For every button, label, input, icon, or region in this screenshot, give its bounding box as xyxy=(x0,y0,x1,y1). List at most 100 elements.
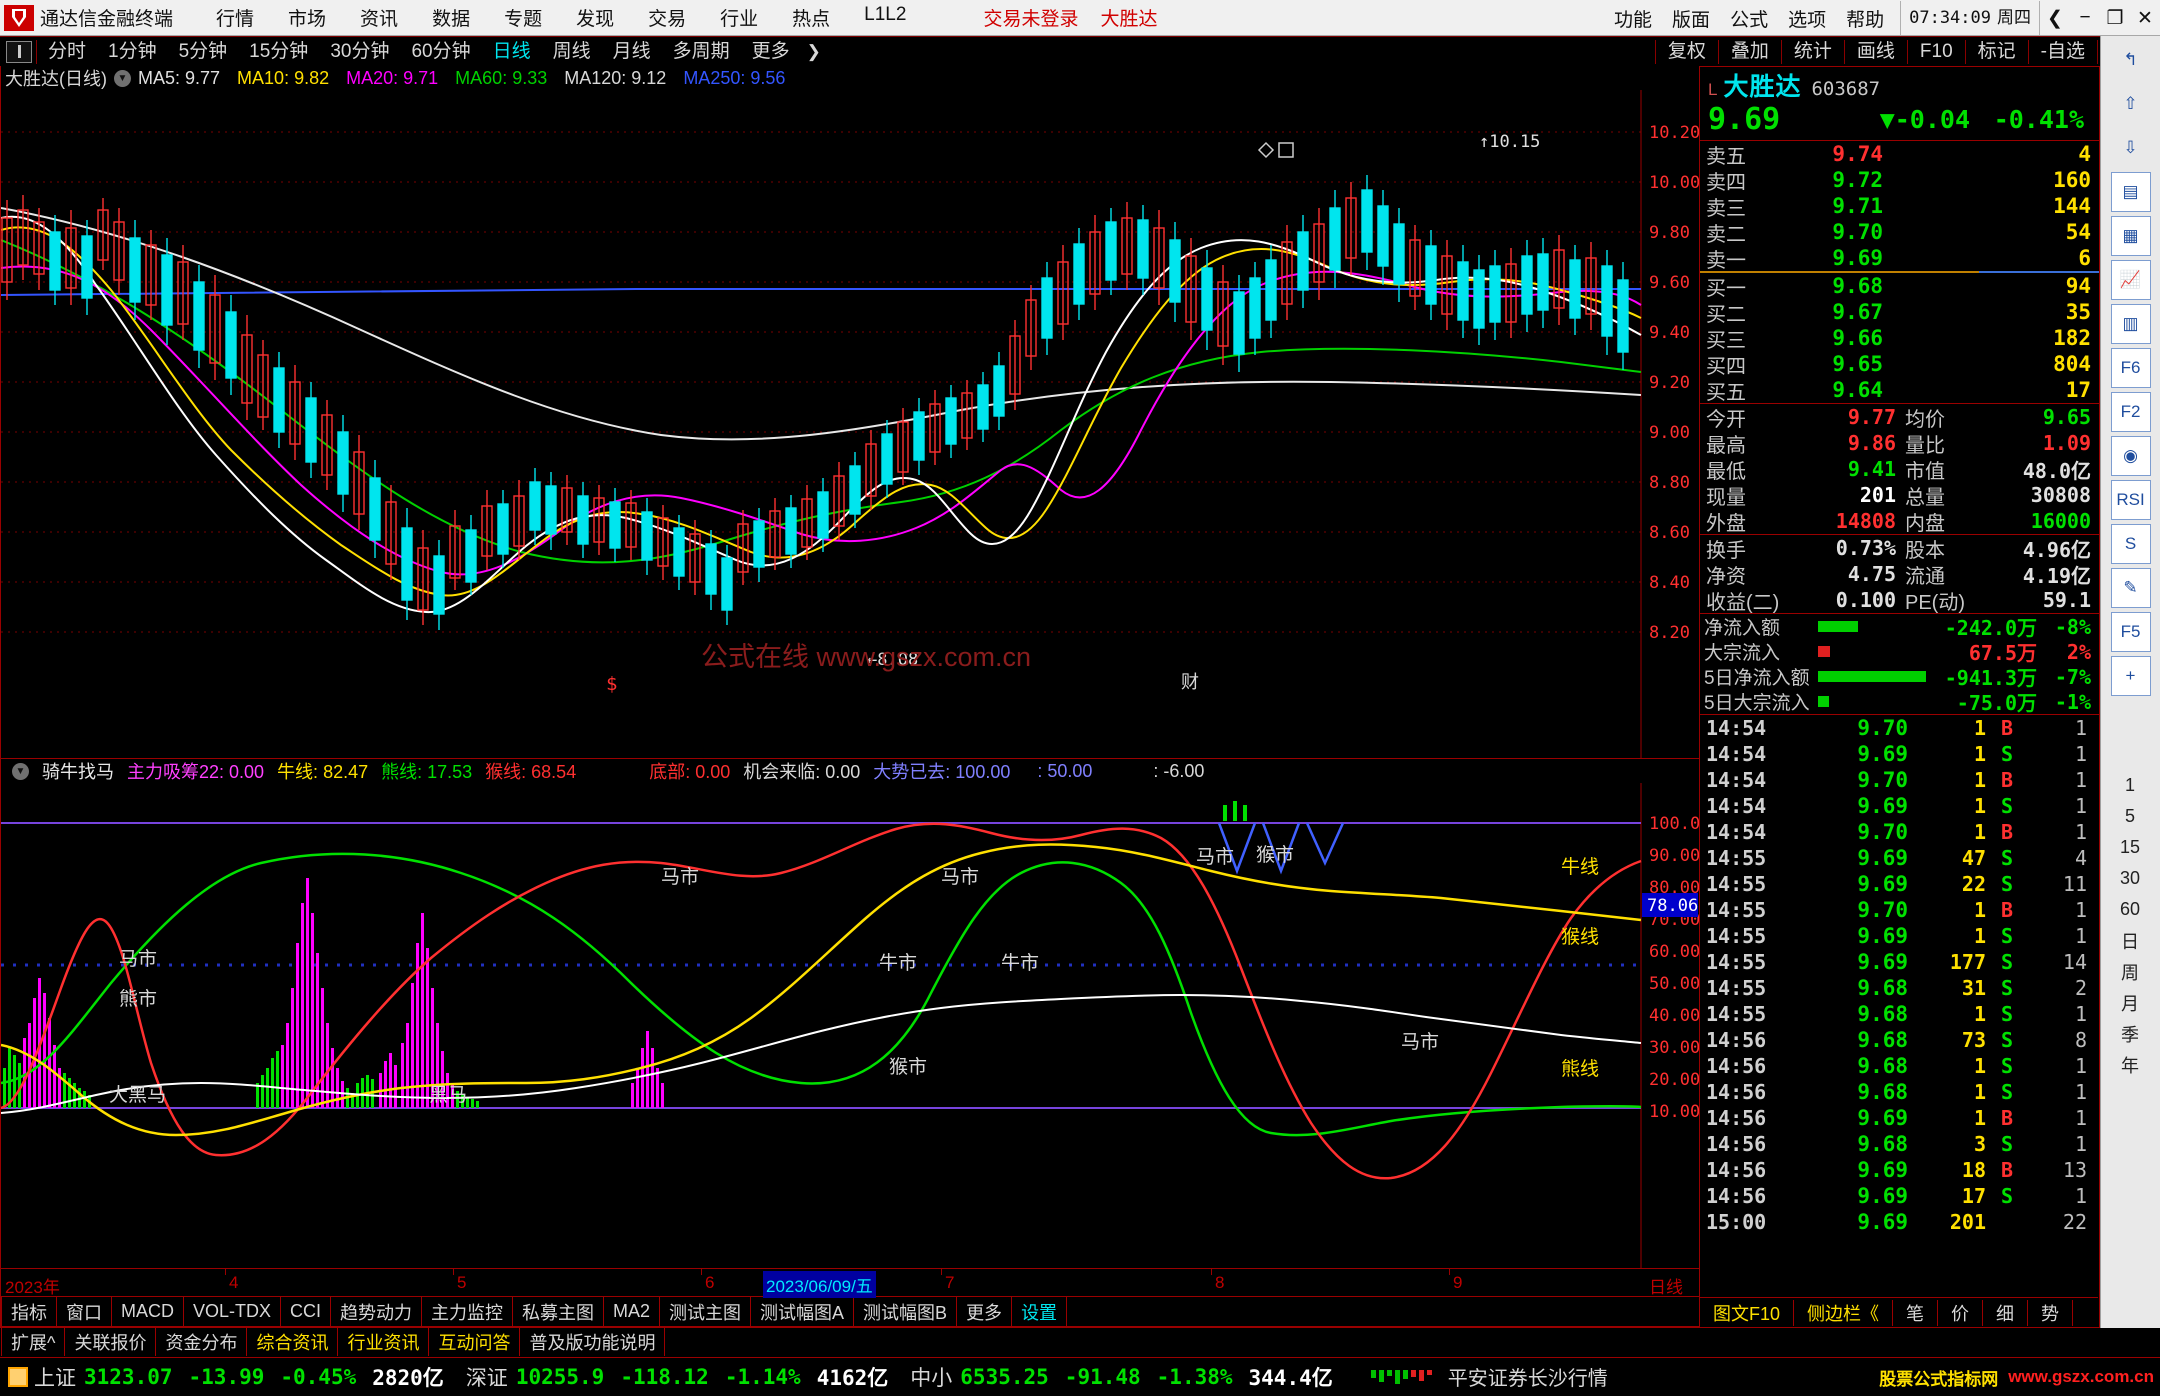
restore-button[interactable]: ❐ xyxy=(2106,7,2124,29)
indicator-chevron-down-icon[interactable]: ▼ xyxy=(12,762,29,780)
close-button[interactable]: ✕ xyxy=(2137,7,2153,29)
plus-icon[interactable]: + xyxy=(2110,656,2151,696)
tab-simuzhutu[interactable]: 私募主图 xyxy=(513,1297,605,1326)
tool-diejia[interactable]: 叠加 xyxy=(1730,41,1769,62)
tab-hudongwenda[interactable]: 互动问答 xyxy=(429,1327,521,1356)
up-arrow-icon[interactable]: ⇧ xyxy=(2123,94,2138,113)
index-sh-name[interactable]: 上证 xyxy=(34,1366,76,1390)
period-weekly[interactable]: 周线 xyxy=(552,40,591,62)
s-icon[interactable]: S xyxy=(2110,524,2151,564)
index-sz-name[interactable]: 深证 xyxy=(465,1366,508,1390)
collapse-button[interactable]: ❮ xyxy=(2047,7,2063,29)
tab-ceshifututb[interactable]: 测试幅图B xyxy=(854,1297,958,1326)
rail-num-15[interactable]: 15 xyxy=(2119,837,2141,857)
rail-period-month[interactable]: 月 xyxy=(2121,993,2139,1014)
tool-zixuan[interactable]: -自选 xyxy=(2040,41,2085,62)
period-1min[interactable]: 1分钟 xyxy=(108,40,157,62)
bid-level-3[interactable]: 买三 9.66 182 xyxy=(1700,325,2099,352)
period-more[interactable]: 更多 xyxy=(751,40,790,62)
tab-zhulijiankong[interactable]: 主力监控 xyxy=(422,1297,514,1326)
menu-item-bangzhu[interactable]: 帮助 xyxy=(1846,9,1885,31)
ask-level-1[interactable]: 卖一 9.69 6 xyxy=(1700,245,2099,272)
rail-num-1[interactable]: 1 xyxy=(2124,775,2135,795)
menu-item-xuanxiang[interactable]: 选项 xyxy=(1788,9,1827,31)
tab-xi[interactable]: 细 xyxy=(1983,1299,2029,1326)
ask-level-4[interactable]: 卖四 9.72 160 xyxy=(1700,167,2099,194)
ask-level-2[interactable]: 卖二 9.70 54 xyxy=(1700,219,2099,246)
tool-fuquan[interactable]: 复权 xyxy=(1667,41,1706,62)
tab-macd[interactable]: MACD xyxy=(112,1297,184,1326)
rail-period-week[interactable]: 周 xyxy=(2121,962,2139,983)
back-arrow-icon[interactable]: ↰ xyxy=(2123,50,2138,69)
tab-cci[interactable]: CCI xyxy=(281,1297,332,1326)
tick-list[interactable]: 14:54 9.70 1 B 1 14:54 9.69 1 S 1 14:54 9.70 1 B 1 1… xyxy=(1700,714,2099,1235)
menu-item-gongneng[interactable]: 功能 xyxy=(1614,9,1653,31)
period-fenshi[interactable]: 分时 xyxy=(48,40,87,62)
tool-huaxian[interactable]: 画线 xyxy=(1856,41,1895,62)
down-arrow-icon[interactable]: ⇩ xyxy=(2123,138,2138,157)
status-app-icon[interactable] xyxy=(8,1366,28,1387)
settings-icon[interactable]: ◉ xyxy=(2110,436,2151,476)
candlestick-chart[interactable]: 10.20 10.00 9.80 9.60 9.40 9.20 9.00 8.8… xyxy=(1,90,1699,758)
tab-f10[interactable]: 图文F10 xyxy=(1700,1299,1795,1326)
layout-icon[interactable] xyxy=(6,40,32,63)
chevron-down-icon[interactable]: ▼ xyxy=(114,69,131,87)
menu-item-shichang[interactable]: 市场 xyxy=(288,9,327,30)
rail-period-day[interactable]: 日 xyxy=(2121,931,2139,952)
tab-gengduo[interactable]: 更多 xyxy=(957,1297,1013,1326)
grid-icon[interactable]: ▦ xyxy=(2110,216,2151,256)
rail-num-5[interactable]: 5 xyxy=(2124,806,2135,826)
period-30min[interactable]: 30分钟 xyxy=(330,40,390,62)
ask-level-3[interactable]: 卖三 9.71 144 xyxy=(1700,193,2099,220)
index-zx-name[interactable]: 中小 xyxy=(910,1366,953,1390)
tool-tongji[interactable]: 统计 xyxy=(1793,41,1832,62)
menu-item-zixun[interactable]: 资讯 xyxy=(360,9,399,30)
period-60min[interactable]: 60分钟 xyxy=(411,40,471,62)
tab-ceshifututa[interactable]: 测试幅图A xyxy=(751,1297,855,1326)
menu-item-banmian[interactable]: 版面 xyxy=(1672,9,1711,31)
bid-level-4[interactable]: 买四 9.65 804 xyxy=(1700,351,2099,378)
tab-pujiban[interactable]: 普及版功能说明 xyxy=(520,1327,666,1356)
tab-shezhi[interactable]: 设置 xyxy=(1012,1297,1068,1326)
rsi-icon[interactable]: RSI xyxy=(2110,480,2151,520)
tab-sidebar[interactable]: 侧边栏《 xyxy=(1794,1299,1894,1326)
chart-icon[interactable]: 📈 xyxy=(2110,260,2151,300)
tab-guanlianbaojia[interactable]: 关联报价 xyxy=(65,1327,157,1356)
rail-num-60[interactable]: 60 xyxy=(2119,899,2141,919)
candle-icon[interactable]: ▥ xyxy=(2110,304,2151,344)
tab-chuangkou[interactable]: 窗口 xyxy=(57,1297,112,1326)
tab-shi[interactable]: 势 xyxy=(2028,1299,2074,1326)
tab-ceshizhutu[interactable]: 测试主图 xyxy=(660,1297,752,1326)
tab-zonghezixun[interactable]: 综合资讯 xyxy=(247,1327,339,1356)
rail-num-30[interactable]: 30 xyxy=(2119,868,2141,888)
trade-login-status[interactable]: 交易未登录 xyxy=(983,9,1079,30)
menu-item-hangqing[interactable]: 行情 xyxy=(216,9,255,30)
tab-qushidongli[interactable]: 趋势动力 xyxy=(331,1297,423,1326)
menu-item-zhuanti[interactable]: 专题 xyxy=(504,9,543,30)
bid-level-2[interactable]: 买二 9.67 35 xyxy=(1700,299,2099,326)
pencil-icon[interactable]: ✎ xyxy=(2110,568,2151,608)
menu-item-redian[interactable]: 热点 xyxy=(792,9,831,30)
period-daily[interactable]: 日线 xyxy=(492,40,531,62)
quote-list-icon[interactable]: ▤ xyxy=(2110,172,2151,212)
minimize-button[interactable]: − xyxy=(2079,7,2091,28)
rail-period-year[interactable]: 年 xyxy=(2121,1055,2139,1076)
f5-icon[interactable]: F5 xyxy=(2110,612,2151,652)
bid-level-1[interactable]: 买一 9.68 94 xyxy=(1700,273,2099,300)
tab-kuozhan[interactable]: 扩展^ xyxy=(1,1327,66,1356)
tab-zijinfenbu[interactable]: 资金分布 xyxy=(156,1327,248,1356)
chevron-right-icon[interactable]: ❯ xyxy=(806,41,821,61)
menu-item-jiaoyi[interactable]: 交易 xyxy=(648,9,687,30)
menu-item-faxian[interactable]: 发现 xyxy=(576,9,615,30)
tab-zhibiao[interactable]: 指标 xyxy=(1,1297,57,1326)
tab-hangyezixun[interactable]: 行业资讯 xyxy=(338,1327,430,1356)
tool-f10[interactable]: F10 xyxy=(1919,41,1953,62)
tool-biaoji[interactable]: 标记 xyxy=(1977,41,2016,62)
period-5min[interactable]: 5分钟 xyxy=(178,40,228,62)
period-multi[interactable]: 多周期 xyxy=(672,40,730,62)
menu-item-l1l2[interactable]: L1L2 xyxy=(864,4,907,25)
menu-item-gongshi[interactable]: 公式 xyxy=(1730,9,1769,31)
fn-f2-icon[interactable]: F2 xyxy=(2110,392,2151,432)
rail-period-quarter[interactable]: 季 xyxy=(2121,1024,2139,1045)
tab-jia[interactable]: 价 xyxy=(1938,1299,1984,1326)
